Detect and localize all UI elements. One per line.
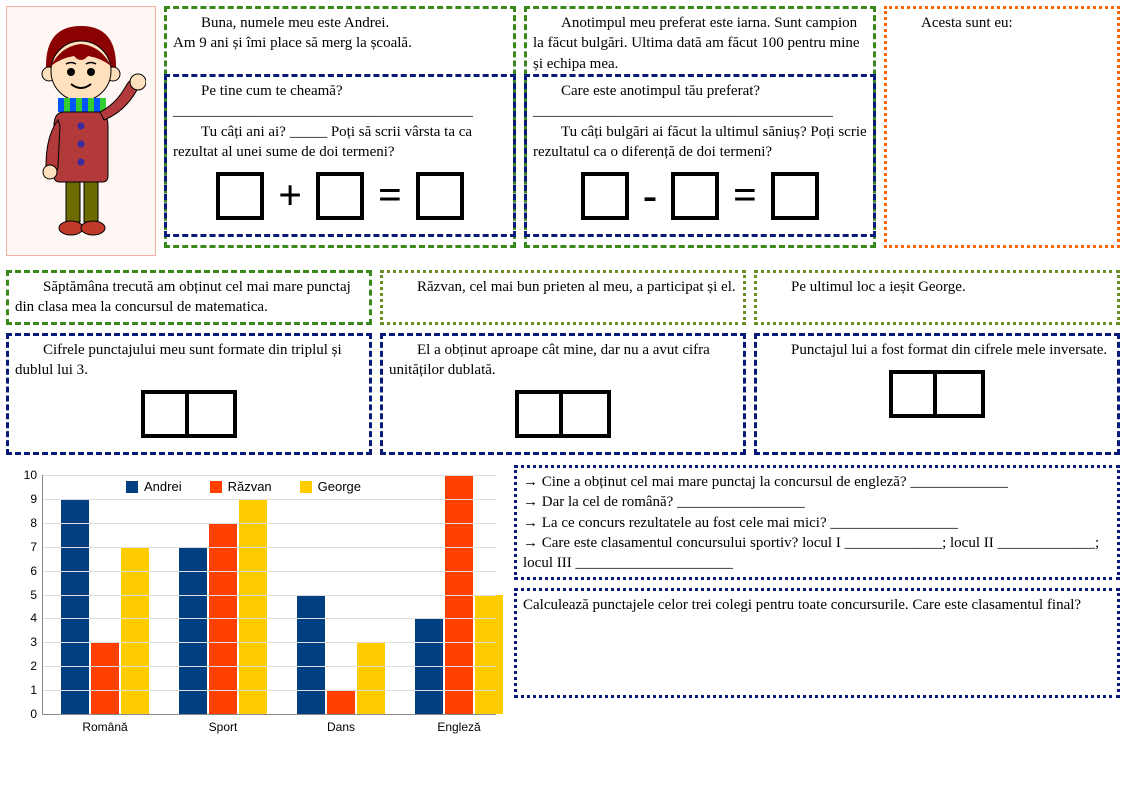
bar [297, 595, 325, 715]
questions-box: → Cine a obținut cel mai mare punctaj la… [514, 465, 1120, 580]
score-text-b: El a obținut aproape cât mine, dar nu a … [389, 340, 737, 381]
bar [61, 499, 89, 714]
ytick: 7 [15, 540, 37, 554]
bar [179, 547, 207, 714]
score-digits-a[interactable] [141, 390, 237, 438]
equals-sign: = [378, 175, 402, 217]
question-1: → Cine a obținut cel mai mare punctaj la… [523, 472, 1111, 492]
avatar-boy [16, 16, 146, 246]
story-box-c: Pe ultimul loc a ieșit George. [754, 270, 1120, 325]
bar [239, 499, 267, 714]
x-category: Română [82, 720, 127, 734]
question-box-b: Care este anotimpul tău preferat? ______… [524, 74, 876, 237]
qB-line2: Tu câți bulgări ai făcut la ultimul săni… [533, 122, 867, 163]
diff-operand1[interactable] [581, 172, 629, 220]
x-category: Engleză [437, 720, 480, 734]
final-task-text: Calculează punctajele celor trei colegi … [523, 595, 1111, 615]
question-2: → Dar la cel de română? ________________… [523, 492, 1111, 512]
question-box-a: Pe tine cum te cheamă? _________________… [164, 74, 516, 237]
bar [121, 547, 149, 714]
question-4: → Care este clasamentul concursului spor… [523, 533, 1111, 574]
story-c: Pe ultimul loc a ieșit George. [763, 277, 1111, 297]
sum-operand2[interactable] [316, 172, 364, 220]
story-box-b: Răzvan, cel mai bun prieten al meu, a pa… [380, 270, 746, 325]
ytick: 2 [15, 659, 37, 673]
story-box-a: Săptămâna trecută am obținut cel mai mar… [6, 270, 372, 325]
ytick: 4 [15, 611, 37, 625]
avatar-frame [6, 6, 156, 256]
equals-sign2: = [733, 175, 757, 217]
qA-blank: ________________________________________ [173, 101, 507, 121]
ytick: 3 [15, 635, 37, 649]
ytick: 6 [15, 564, 37, 578]
score-box-a: Cifrele punctajului meu sunt formate din… [6, 333, 372, 456]
story-a: Săptămâna trecută am obținut cel mai mar… [15, 277, 363, 318]
self-portrait-box: Acesta sunt eu: [884, 6, 1120, 248]
plus-sign: + [278, 175, 302, 217]
score-text-a: Cifrele punctajului meu sunt formate din… [15, 340, 363, 381]
ytick: 5 [15, 588, 37, 602]
x-category: Dans [327, 720, 355, 734]
chart-plot: 012345678910RomânăSportDansEngleză [42, 475, 496, 715]
qA-line1: Pe tine cum te cheamă? [173, 81, 507, 101]
question-3: → La ce concurs rezultatele au fost cele… [523, 513, 1111, 533]
bar [327, 690, 355, 714]
score-box-c: Punctajul lui a fost format din cifrele … [754, 333, 1120, 456]
sum-result[interactable] [416, 172, 464, 220]
diff-operand2[interactable] [671, 172, 719, 220]
qA-line2: Tu câți ani ai? _____ Poți să scrii vârs… [173, 122, 507, 163]
final-task-box: Calculează punctajele celor trei colegi … [514, 588, 1120, 698]
score-digits-c[interactable] [889, 370, 985, 418]
equation-diff: - = [533, 172, 867, 220]
score-text-c: Punctajul lui a fost format din cifrele … [763, 340, 1111, 360]
ytick: 9 [15, 492, 37, 506]
score-digits-b[interactable] [515, 390, 611, 438]
ytick: 1 [15, 683, 37, 697]
story-b: Răzvan, cel mai bun prieten al meu, a pa… [389, 277, 737, 297]
x-category: Sport [209, 720, 238, 734]
intro-text-b: Anotimpul meu preferat este iarna. Sunt … [533, 13, 867, 74]
diff-result[interactable] [771, 172, 819, 220]
equation-sum: + = [173, 172, 507, 220]
self-portrait-label: Acesta sunt eu: [893, 13, 1111, 33]
sum-operand1[interactable] [216, 172, 264, 220]
bar [91, 642, 119, 714]
score-chart: AndreiRăzvanGeorge 012345678910RomânăSpo… [6, 465, 506, 745]
bar [475, 595, 503, 715]
ytick: 10 [15, 468, 37, 482]
score-box-b: El a obținut aproape cât mine, dar nu a … [380, 333, 746, 456]
ytick: 8 [15, 516, 37, 530]
qB-blank: ________________________________________ [533, 101, 867, 121]
qB-line1: Care este anotimpul tău preferat? [533, 81, 867, 101]
intro-text-a: Buna, numele meu este Andrei. Am 9 ani ș… [173, 13, 507, 54]
bar [357, 642, 385, 714]
ytick: 0 [15, 707, 37, 721]
minus-sign: - [643, 175, 657, 217]
